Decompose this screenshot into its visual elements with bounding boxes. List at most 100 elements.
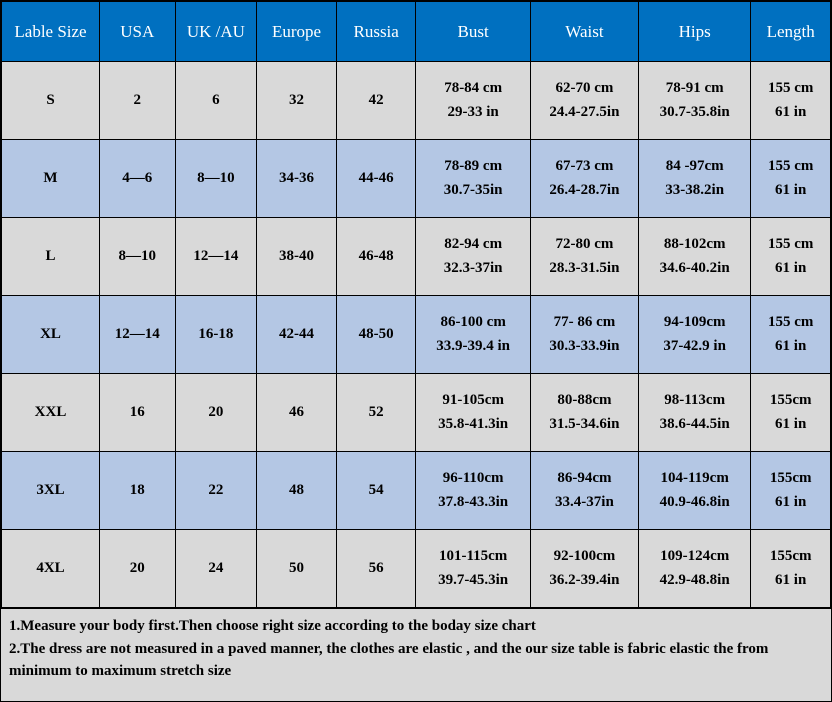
cell-line: 104-119cm bbox=[661, 469, 729, 489]
cell-line: 30.7-35.8in bbox=[660, 103, 730, 123]
table-row: XL12—1416-1842-4448-5086-100 cm33.9-39.4… bbox=[2, 296, 831, 374]
size-value-cell: 6 bbox=[175, 62, 257, 140]
size-value-cell: 92-100cm36.2-39.4in bbox=[530, 530, 638, 608]
cell-line: 28.3-31.5in bbox=[549, 259, 619, 279]
size-value-cell: 78-89 cm 30.7-35in bbox=[416, 140, 530, 218]
cell-line: 39.7-45.3in bbox=[438, 571, 508, 591]
size-value-cell: 20 bbox=[100, 530, 176, 608]
size-value-cell: 155cm 61 in bbox=[751, 452, 831, 530]
size-value-cell: 34-36 bbox=[257, 140, 337, 218]
table-row: S26324278-84 cm29-33 in62-70 cm24.4-27.5… bbox=[2, 62, 831, 140]
cell-line: 61 in bbox=[775, 571, 806, 591]
cell-multiline: 72-80 cm28.3-31.5in bbox=[531, 235, 638, 278]
size-value-cell: 4—6 bbox=[100, 140, 176, 218]
size-value-cell: 52 bbox=[336, 374, 416, 452]
cell-multiline: 82-94 cm 32.3-37in bbox=[416, 235, 529, 278]
cell-multiline: 98-113cm38.6-44.5in bbox=[639, 391, 750, 434]
cell-multiline: 92-100cm36.2-39.4in bbox=[531, 547, 638, 590]
note-line-2: 2.The dress are not measured in a paved … bbox=[9, 638, 823, 683]
size-value-cell: 109-124cm42.9-48.8in bbox=[639, 530, 751, 608]
column-header: USA bbox=[100, 2, 176, 62]
cell-line: 80-88cm bbox=[557, 391, 611, 411]
size-label-cell: 4XL bbox=[2, 530, 100, 608]
size-value-cell: 62-70 cm24.4-27.5in bbox=[530, 62, 638, 140]
size-value-cell: 88-102cm34.6-40.2in bbox=[639, 218, 751, 296]
cell-multiline: 94-109cm37-42.9 in bbox=[639, 313, 750, 356]
cell-line: 30.7-35in bbox=[444, 181, 503, 201]
table-row: XXL1620465291-105cm35.8-41.3in80-88cm31.… bbox=[2, 374, 831, 452]
cell-line: 42.9-48.8in bbox=[660, 571, 730, 591]
cell-line: 61 in bbox=[775, 337, 806, 357]
cell-multiline: 155 cm61 in bbox=[751, 235, 830, 278]
cell-line: 155 cm bbox=[768, 313, 813, 333]
table-body: S26324278-84 cm29-33 in62-70 cm24.4-27.5… bbox=[2, 62, 831, 608]
cell-line: 37.8-43.3in bbox=[438, 493, 508, 513]
column-header: Lable Size bbox=[2, 2, 100, 62]
size-label-cell: L bbox=[2, 218, 100, 296]
size-value-cell: 155 cm61 in bbox=[751, 62, 831, 140]
size-value-cell: 94-109cm37-42.9 in bbox=[639, 296, 751, 374]
size-value-cell: 155 cm 61 in bbox=[751, 296, 831, 374]
cell-multiline: 78-84 cm 29-33 in bbox=[416, 79, 529, 122]
cell-line: 155cm bbox=[770, 469, 812, 489]
cell-multiline: 155 cm61 in bbox=[751, 79, 830, 122]
cell-multiline: 78-91 cm30.7-35.8in bbox=[639, 79, 750, 122]
cell-line: 86-94cm bbox=[557, 469, 611, 489]
size-value-cell: 78-91 cm30.7-35.8in bbox=[639, 62, 751, 140]
cell-line: 62-70 cm bbox=[555, 79, 613, 99]
cell-multiline: 91-105cm35.8-41.3in bbox=[416, 391, 529, 434]
cell-multiline: 84 -97cm33-38.2in bbox=[639, 157, 750, 200]
note-line-1: 1.Measure your body first.Then choose ri… bbox=[9, 615, 823, 638]
cell-line: 33-38.2in bbox=[665, 181, 724, 201]
cell-multiline: 77- 86 cm30.3-33.9in bbox=[531, 313, 638, 356]
cell-multiline: 67-73 cm 26.4-28.7in bbox=[531, 157, 638, 200]
size-value-cell: 48 bbox=[257, 452, 337, 530]
cell-line: 155 cm bbox=[768, 79, 813, 99]
size-value-cell: 80-88cm 31.5-34.6in bbox=[530, 374, 638, 452]
notes-section: 1.Measure your body first.Then choose ri… bbox=[1, 608, 831, 701]
cell-line: 92-100cm bbox=[554, 547, 616, 567]
size-value-cell: 155 cm61 in bbox=[751, 218, 831, 296]
cell-line: 33.9-39.4 in bbox=[436, 337, 510, 357]
size-value-cell: 24 bbox=[175, 530, 257, 608]
cell-line: 26.4-28.7in bbox=[549, 181, 619, 201]
size-value-cell: 98-113cm38.6-44.5in bbox=[639, 374, 751, 452]
size-value-cell: 91-105cm35.8-41.3in bbox=[416, 374, 530, 452]
column-header: Bust bbox=[416, 2, 530, 62]
cell-multiline: 88-102cm34.6-40.2in bbox=[639, 235, 750, 278]
size-value-cell: 22 bbox=[175, 452, 257, 530]
cell-line: 29-33 in bbox=[448, 103, 499, 123]
size-value-cell: 86-94cm33.4-37in bbox=[530, 452, 638, 530]
size-label-cell: S bbox=[2, 62, 100, 140]
column-header: Waist bbox=[530, 2, 638, 62]
size-value-cell: 46-48 bbox=[336, 218, 416, 296]
cell-line: 82-94 cm bbox=[444, 235, 502, 255]
size-value-cell: 86-100 cm33.9-39.4 in bbox=[416, 296, 530, 374]
size-value-cell: 101-115cm39.7-45.3in bbox=[416, 530, 530, 608]
cell-line: 61 in bbox=[775, 493, 806, 513]
cell-line: 61 in bbox=[775, 415, 806, 435]
cell-line: 78-84 cm bbox=[444, 79, 502, 99]
size-value-cell: 8—10 bbox=[175, 140, 257, 218]
cell-multiline: 155cm61 in bbox=[751, 391, 830, 434]
size-value-cell: 2 bbox=[100, 62, 176, 140]
size-chart-container: Lable SizeUSAUK /AUEuropeRussiaBustWaist… bbox=[0, 0, 832, 702]
cell-multiline: 104-119cm40.9-46.8in bbox=[639, 469, 750, 512]
cell-multiline: 86-100 cm33.9-39.4 in bbox=[416, 313, 529, 356]
cell-multiline: 155 cm 61 in bbox=[751, 313, 830, 356]
size-value-cell: 155 cm 61 in bbox=[751, 140, 831, 218]
cell-line: 91-105cm bbox=[442, 391, 504, 411]
cell-line: 61 in bbox=[775, 181, 806, 201]
cell-line: 78-89 cm bbox=[444, 157, 502, 177]
cell-line: 155 cm bbox=[768, 157, 813, 177]
size-value-cell: 155cm61 in bbox=[751, 374, 831, 452]
cell-line: 67-73 cm bbox=[555, 157, 613, 177]
column-header: Hips bbox=[639, 2, 751, 62]
cell-line: 37-42.9 in bbox=[663, 337, 726, 357]
cell-multiline: 109-124cm42.9-48.8in bbox=[639, 547, 750, 590]
cell-multiline: 80-88cm 31.5-34.6in bbox=[531, 391, 638, 434]
cell-line: 31.5-34.6in bbox=[549, 415, 619, 435]
cell-line: 88-102cm bbox=[664, 235, 726, 255]
cell-line: 32.3-37in bbox=[444, 259, 503, 279]
column-header: Length bbox=[751, 2, 831, 62]
